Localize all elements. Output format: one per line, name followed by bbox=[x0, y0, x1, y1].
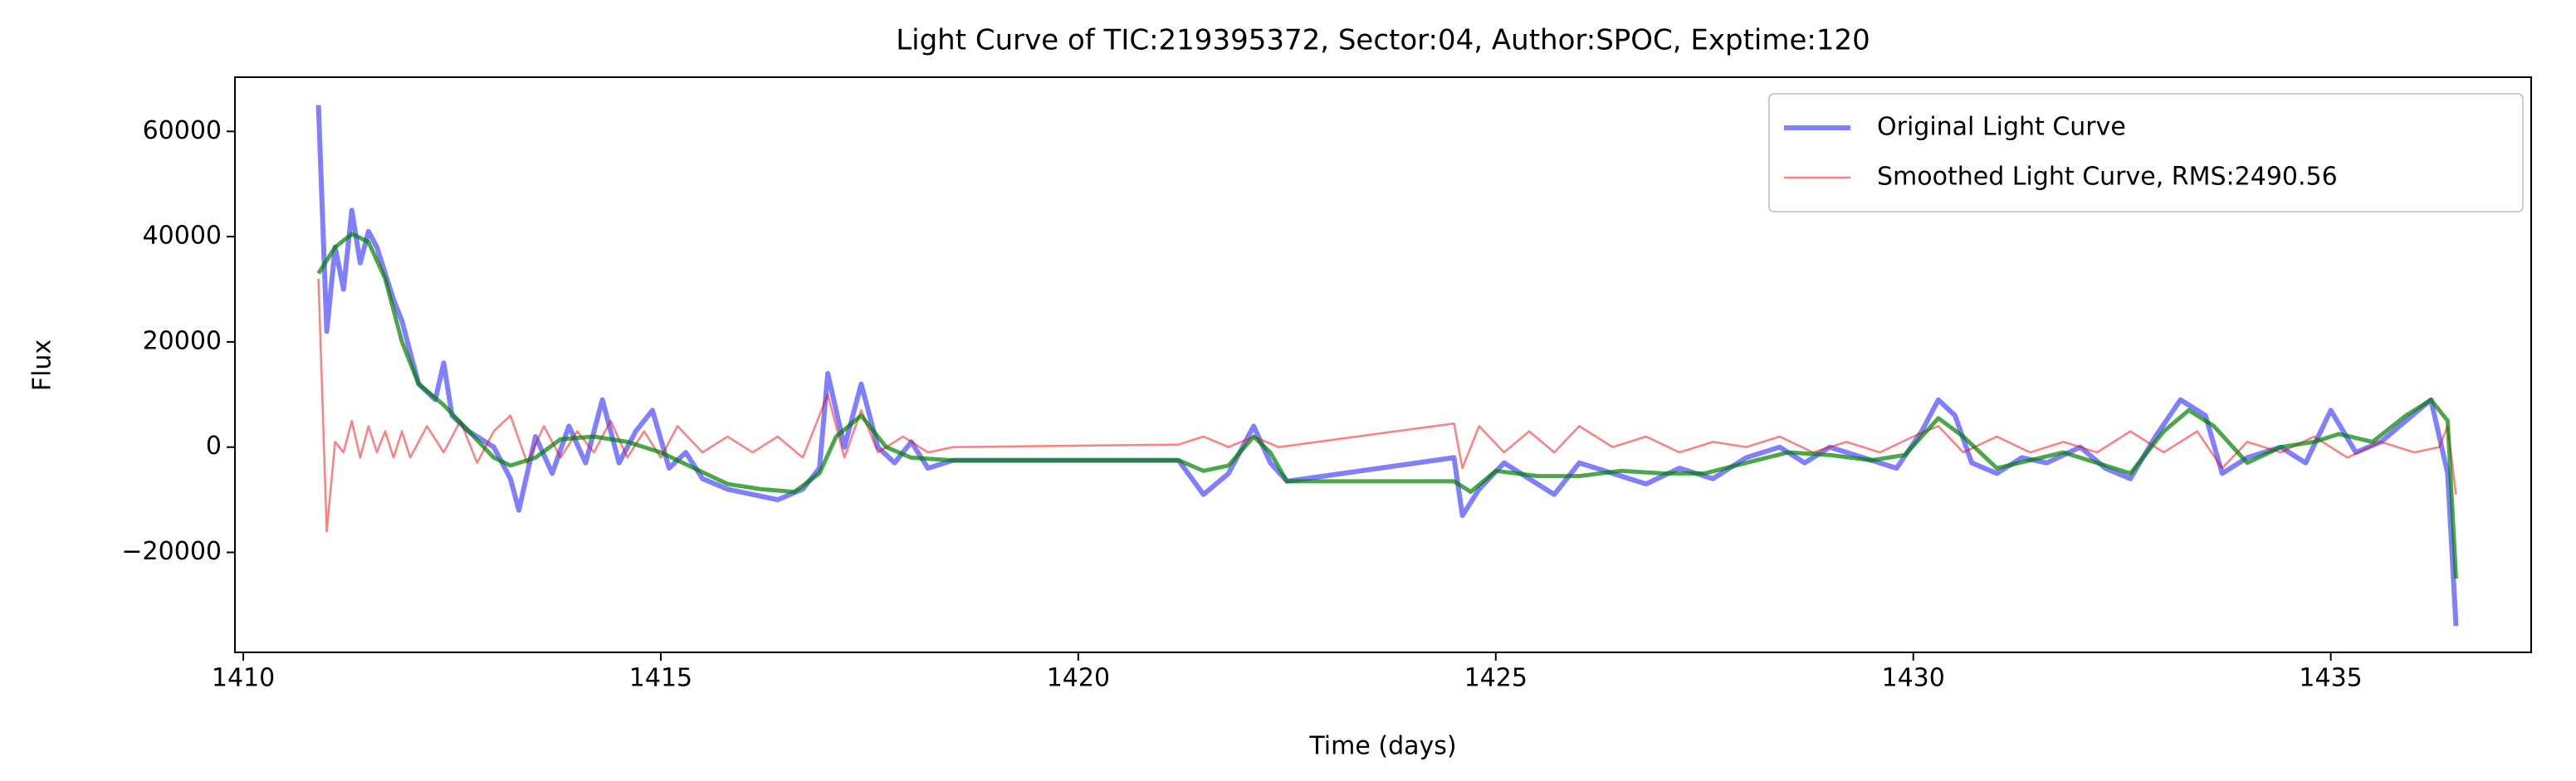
legend-label: Original Light Curve bbox=[1877, 113, 2126, 142]
plot-frame bbox=[234, 76, 2532, 653]
y-tick-label: −20000 bbox=[121, 537, 222, 566]
series-line bbox=[316, 232, 2458, 579]
y-tick-label: 0 bbox=[206, 432, 222, 461]
x-tick-label: 1425 bbox=[1464, 664, 1528, 693]
legend-box bbox=[1768, 93, 2524, 212]
y-tick-label: 20000 bbox=[143, 326, 222, 355]
y-tick-label: 40000 bbox=[143, 222, 222, 251]
series-line bbox=[317, 278, 2457, 533]
x-tick-label: 1430 bbox=[1882, 664, 1945, 693]
chart-title: Light Curve of TIC:219395372, Sector:04,… bbox=[896, 24, 1870, 57]
x-axis-label: Time (days) bbox=[1308, 732, 1456, 761]
y-axis-label: Flux bbox=[28, 339, 57, 391]
x-tick-label: 1435 bbox=[2299, 664, 2362, 693]
legend-label: Smoothed Light Curve, RMS:2490.56 bbox=[1877, 163, 2338, 192]
x-tick-label: 1420 bbox=[1047, 664, 1110, 693]
y-tick-label: 60000 bbox=[143, 116, 222, 145]
x-tick-label: 1410 bbox=[212, 664, 275, 693]
x-tick-label: 1415 bbox=[629, 664, 692, 693]
